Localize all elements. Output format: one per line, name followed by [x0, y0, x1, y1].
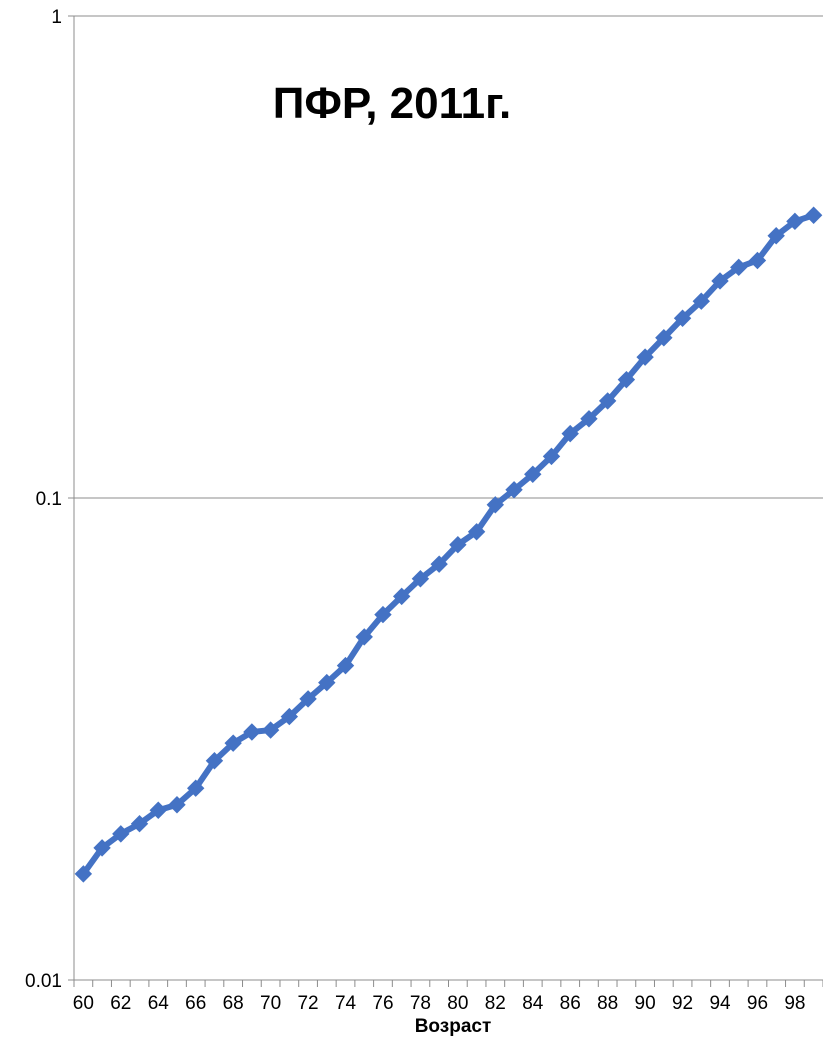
data-point-marker — [542, 447, 561, 466]
x-tick-label: 96 — [747, 993, 768, 1014]
data-point-marker — [505, 481, 523, 499]
x-tick-label: 90 — [635, 993, 656, 1014]
x-tick-label: 74 — [335, 993, 357, 1014]
x-tick-label: 60 — [73, 993, 94, 1014]
x-tick-label: 68 — [223, 993, 244, 1014]
y-tick-label: 1 — [51, 7, 62, 28]
data-point-marker — [486, 496, 505, 514]
data-point-marker — [243, 723, 261, 741]
data-point-marker — [168, 796, 186, 814]
data-point-marker — [730, 258, 748, 277]
data-point-marker — [561, 424, 579, 443]
data-point-marker — [336, 656, 355, 675]
data-point-marker — [224, 734, 242, 752]
x-tick-label: 94 — [709, 993, 731, 1014]
data-point-marker — [374, 605, 392, 624]
x-tick-label: 62 — [110, 993, 131, 1014]
data-point-marker — [149, 801, 167, 819]
data-point-marker — [112, 825, 130, 843]
x-tick-label: 92 — [672, 993, 693, 1014]
series-line — [80, 212, 817, 877]
series-line-group — [80, 212, 817, 877]
data-point-marker — [280, 707, 299, 726]
data-point-marker — [261, 721, 280, 739]
data-point-marker — [205, 752, 224, 770]
data-point-marker — [93, 839, 111, 857]
x-tick-label: 86 — [560, 993, 581, 1014]
data-point-marker — [524, 465, 542, 483]
data-point-marker — [467, 523, 486, 541]
data-point-marker — [786, 212, 804, 231]
data-point-marker — [355, 628, 373, 646]
data-point-marker — [692, 292, 710, 310]
x-tick-label: 84 — [522, 993, 544, 1014]
x-tick-label: 72 — [297, 993, 318, 1014]
markers-group — [74, 206, 823, 883]
data-point-marker — [804, 206, 823, 224]
x-tick-label: 80 — [447, 993, 468, 1014]
y-tick-label: 0.01 — [25, 971, 62, 992]
x-tick-label: 88 — [597, 993, 618, 1014]
data-point-marker — [598, 392, 617, 410]
data-point-marker — [580, 410, 598, 428]
gridlines — [74, 15, 823, 499]
x-tick-label: 78 — [410, 993, 431, 1014]
data-point-marker — [392, 587, 411, 606]
data-point-marker — [655, 329, 673, 347]
data-point-marker — [767, 227, 785, 245]
data-point-marker — [748, 251, 767, 270]
x-tick-label: 98 — [784, 993, 805, 1014]
x-tick-label: 82 — [485, 993, 506, 1014]
x-tick-label: 64 — [148, 993, 170, 1014]
data-point-marker — [617, 370, 636, 389]
x-axis-label: Возраст — [415, 1016, 492, 1037]
data-point-marker — [411, 570, 430, 588]
y-tick-label: 0.1 — [36, 489, 62, 510]
data-point-marker — [673, 309, 692, 327]
data-point-marker — [449, 536, 467, 554]
data-point-marker — [711, 272, 729, 290]
data-point-marker — [318, 673, 336, 692]
x-tick-label: 70 — [260, 993, 281, 1014]
data-point-marker — [636, 348, 654, 366]
chart-title: ПФР, 2011г. — [273, 79, 512, 128]
x-axis-ticks: 60 62 64 66 68 70 72 74 76 78 80 82 84 86 88 90 92 94 96 98 — [73, 980, 823, 1014]
data-point-marker — [130, 814, 149, 833]
x-tick-label: 76 — [372, 993, 393, 1014]
data-point-marker — [430, 555, 448, 573]
x-tick-label: 66 — [185, 993, 206, 1014]
data-point-marker — [187, 779, 205, 797]
data-point-marker — [299, 690, 317, 708]
data-point-marker — [74, 865, 93, 883]
y-axis-ticks: 0.01 0.1 1 — [25, 7, 74, 992]
